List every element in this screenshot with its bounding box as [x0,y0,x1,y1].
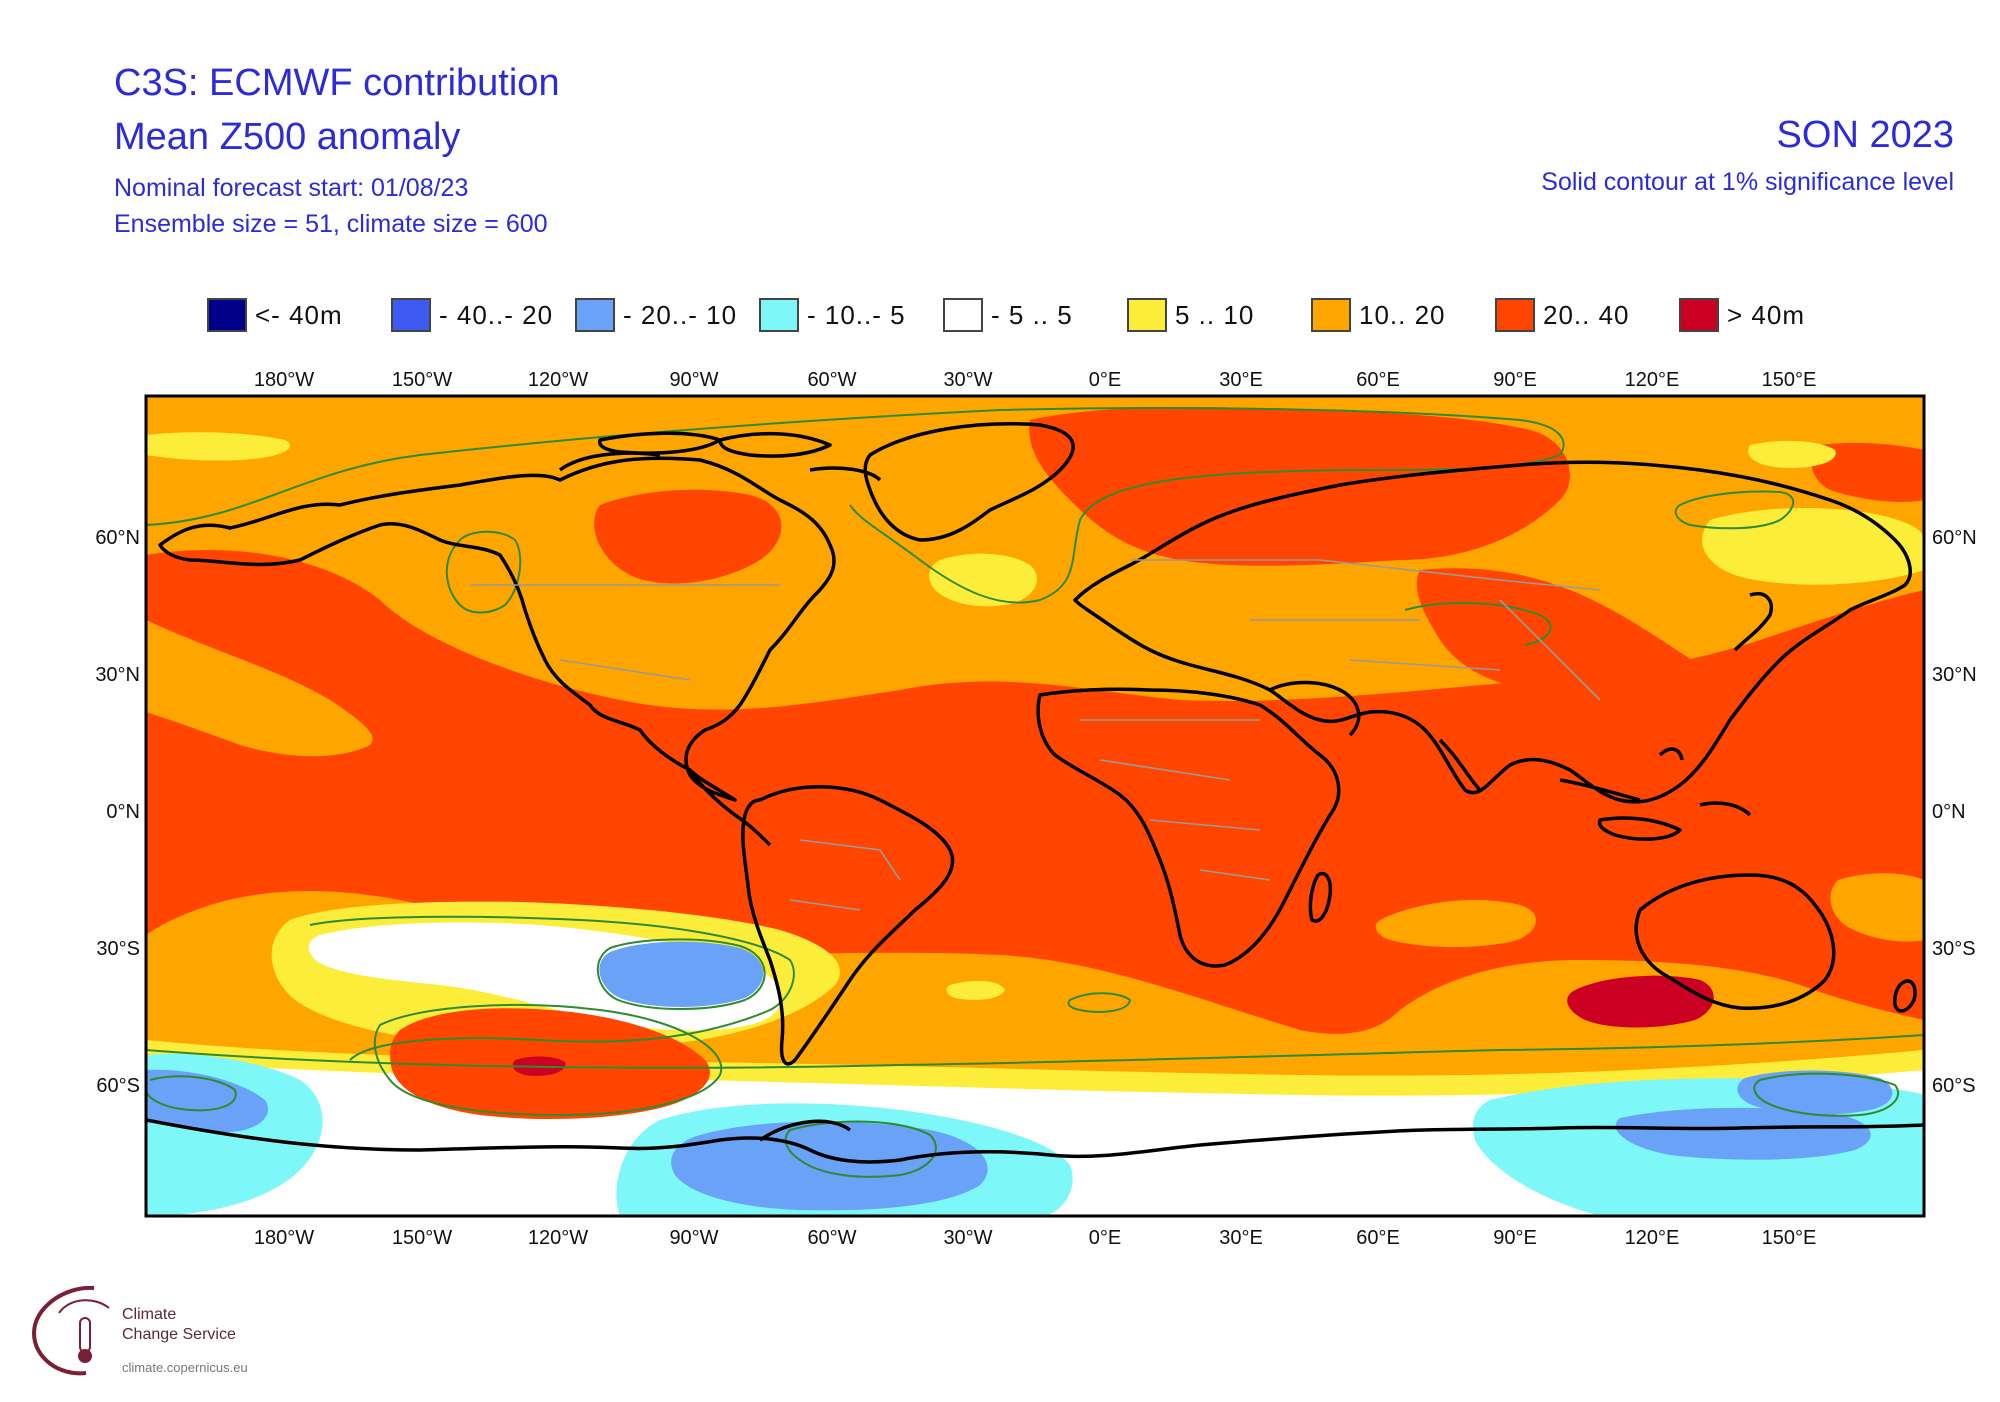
legend-label: 10.. 20 [1359,300,1446,330]
map-frame [144,394,1926,1218]
legend-swatch [1127,298,1167,332]
significance-note: Solid contour at 1% significance level [1541,168,1954,196]
lon-label: 120°W [528,369,588,391]
legend-swatch [575,298,615,332]
anomaly-region-20-40 [1416,568,1700,690]
lon-label: 60°W [807,1227,856,1249]
legend-swatch [1495,298,1535,332]
lon-label: 90°W [669,1227,718,1249]
lon-labels-bottom: 180°W 150°W 120°W 90°W 60°W 30°W 0°E 30°… [254,1227,1816,1249]
legend-label: > 40m [1727,300,1805,330]
anomaly-field [146,396,1924,1216]
lon-label: 90°W [669,369,718,391]
anomaly-region-neg-20-10 [1737,1070,1893,1115]
legend-label: - 10..- 5 [807,300,906,330]
logo-url: climate.copernicus.eu [122,1360,248,1375]
lon-label: 0°E [1089,1227,1121,1249]
lon-label: 150°W [392,1227,452,1249]
anomaly-region-20-40 [1029,407,1570,566]
axis-labels: 180°W 150°W 120°W 90°W 60°W 30°W 0°E 30°… [95,369,1976,1249]
legend-label: <- 40m [255,300,343,330]
logo-arc-icon [31,1285,95,1376]
coastlines [146,422,1924,1164]
anomaly-region-5-10 [946,980,1005,1000]
lon-label: 30°E [1219,1227,1263,1249]
lon-label: 150°E [1762,1227,1817,1249]
anomaly-region-10-20 [1830,873,1924,942]
thermometer-icon [79,1317,91,1353]
legend-label: 20.. 40 [1543,300,1630,330]
logo-text-line1: Climate [122,1306,177,1323]
lat-label: 30°N [1932,664,1977,686]
lat-label: 60°S [1932,1075,1976,1097]
anomaly-region-5-10 [1748,440,1836,468]
anomaly-region-20-40 [594,489,782,584]
lat-labels-right: 60°N 30°N 0°N 30°S 60°S [1932,527,1977,1097]
legend-swatch [1679,298,1719,332]
significance-contours [146,407,1924,1178]
lon-label: 120°E [1625,1227,1680,1249]
lat-label: 60°N [95,527,140,549]
legend-label: - 40..- 20 [439,300,554,330]
map-title: C3S: ECMWF contribution [114,62,560,104]
anomaly-region-5-10 [1702,508,1924,585]
anomaly-region-5-10 [928,553,1038,607]
political-borders [470,559,1601,911]
legend-label: - 20..- 10 [623,300,738,330]
logo-cloud-icon [58,1299,110,1314]
legend-swatch [1311,298,1351,332]
lat-label: 30°N [95,664,140,686]
lon-label: 30°E [1219,369,1263,391]
lon-label: 180°W [254,1227,314,1249]
map-subtitle: Mean Z500 anomaly [114,116,461,158]
ensemble-size-text: Ensemble size = 51, climate size = 600 [114,210,548,238]
lon-label: 90°E [1493,1227,1537,1249]
lon-labels-top: 180°W 150°W 120°W 90°W 60°W 30°W 0°E 30°… [254,369,1816,391]
lat-labels-left: 60°N 30°N 0°N 30°S 60°S [95,527,140,1097]
legend-swatch [943,298,983,332]
lon-label: 120°W [528,1227,588,1249]
anomaly-region-gt-40 [1567,975,1714,1028]
thermometer-bulb-icon [78,1349,92,1363]
anomaly-region-neg-20-10 [146,1069,269,1133]
legend-label: - 5 .. 5 [991,300,1073,330]
lon-label: 150°W [392,369,452,391]
lat-label: 60°S [96,1075,140,1097]
lat-label: 30°S [1932,938,1976,960]
copernicus-logo [31,1285,110,1376]
anomaly-region-20-40 [1811,442,1924,502]
season-label: SON 2023 [1776,114,1954,156]
anomaly-region-5-10 [146,432,290,461]
lat-label: 60°N [1932,527,1977,549]
lon-label: 150°E [1762,369,1817,391]
legend-swatch [759,298,799,332]
legend-swatch [207,298,247,332]
legend-label: 5 .. 10 [1175,300,1255,330]
logo-text-line2: Change Service [122,1326,236,1343]
lon-label: 90°E [1493,369,1537,391]
anomaly-region-neg-20-10 [671,1121,988,1211]
lat-label: 30°S [96,938,140,960]
lon-label: 60°E [1356,369,1400,391]
lat-label: 0°N [106,801,140,823]
anomaly-region-neg-20-10 [1615,1107,1871,1160]
lon-label: 180°W [254,369,314,391]
forecast-start-text: Nominal forecast start: 01/08/23 [114,174,469,202]
lon-label: 30°W [943,1227,992,1249]
lon-label: 120°E [1625,369,1680,391]
legend-swatch [391,298,431,332]
lon-label: 60°E [1356,1227,1400,1249]
anomaly-region-10-20 [146,620,373,757]
anomaly-region-10-20 [1375,900,1537,948]
lon-label: 60°W [807,369,856,391]
lat-label: 0°N [1932,801,1966,823]
anomaly-region-neg-20-10 [599,941,764,1007]
lon-label: 30°W [943,369,992,391]
lon-label: 0°E [1089,369,1121,391]
